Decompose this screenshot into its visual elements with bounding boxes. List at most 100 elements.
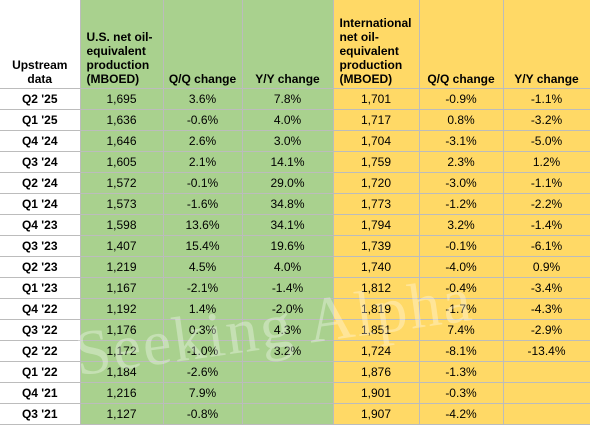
us-yy-change-cell: 14.1%	[242, 151, 334, 173]
us-qq-change-cell: 1.4%	[163, 298, 243, 320]
intl-production-cell: 1,739	[333, 235, 420, 257]
header-intl-production: International net oil-equivalent product…	[333, 0, 420, 89]
us-yy-change-cell: -1.4%	[242, 277, 334, 299]
us-production-cell: 1,598	[80, 214, 164, 236]
header-intl-yy-change: Y/Y change	[503, 0, 590, 89]
quarter-cell: Q2 '23	[0, 256, 81, 278]
us-yy-change-cell: 7.8%	[242, 88, 334, 110]
intl-qq-change-cell: 7.4%	[419, 319, 504, 341]
us-production-cell: 1,192	[80, 298, 164, 320]
intl-production-cell: 1,794	[333, 214, 420, 236]
us-production-cell: 1,605	[80, 151, 164, 173]
intl-production-cell: 1,759	[333, 151, 420, 173]
us-qq-change-cell: -0.8%	[163, 403, 243, 425]
us-production-cell: 1,172	[80, 340, 164, 362]
us-qq-change-cell: 0.3%	[163, 319, 243, 341]
quarter-cell: Q2 '25	[0, 88, 81, 110]
table-row: Q3 '21 1,127 -0.8% 1,907 -4.2%	[0, 403, 590, 425]
intl-yy-change-cell: -3.4%	[503, 277, 590, 299]
table-row: Q2 '22 1,172 -1.0% 3.2% 1,724 -8.1% -13.4%	[0, 340, 590, 362]
table-row: Q2 '23 1,219 4.5% 4.0% 1,740 -4.0% 0.9%	[0, 256, 590, 278]
table-row: Q1 '22 1,184 -2.6% 1,876 -1.3%	[0, 361, 590, 383]
us-yy-change-cell	[242, 382, 334, 404]
us-yy-change-cell: 34.1%	[242, 214, 334, 236]
intl-yy-change-cell	[503, 382, 590, 404]
intl-qq-change-cell: -1.7%	[419, 298, 504, 320]
header-intl-qq-change: Q/Q change	[419, 0, 504, 89]
us-qq-change-cell: -0.6%	[163, 109, 243, 131]
intl-production-cell: 1,717	[333, 109, 420, 131]
quarter-cell: Q2 '22	[0, 340, 81, 362]
quarter-cell: Q1 '24	[0, 193, 81, 215]
intl-qq-change-cell: -3.1%	[419, 130, 504, 152]
quarter-cell: Q4 '24	[0, 130, 81, 152]
intl-qq-change-cell: -1.2%	[419, 193, 504, 215]
intl-production-cell: 1,812	[333, 277, 420, 299]
us-qq-change-cell: 2.6%	[163, 130, 243, 152]
quarter-cell: Q1 '22	[0, 361, 81, 383]
us-production-cell: 1,176	[80, 319, 164, 341]
us-qq-change-cell: 15.4%	[163, 235, 243, 257]
intl-yy-change-cell	[503, 403, 590, 425]
us-production-cell: 1,572	[80, 172, 164, 194]
intl-production-cell: 1,901	[333, 382, 420, 404]
table-row: Q2 '24 1,572 -0.1% 29.0% 1,720 -3.0% -1.1%	[0, 172, 590, 194]
us-production-cell: 1,219	[80, 256, 164, 278]
intl-qq-change-cell: -0.1%	[419, 235, 504, 257]
intl-production-cell: 1,819	[333, 298, 420, 320]
intl-production-cell: 1,704	[333, 130, 420, 152]
intl-production-cell: 1,720	[333, 172, 420, 194]
us-yy-change-cell	[242, 361, 334, 383]
table-row: Q3 '22 1,176 0.3% 4.3% 1,851 7.4% -2.9%	[0, 319, 590, 341]
header-row: Upstream data U.S. net oil-equivalent pr…	[0, 0, 590, 89]
intl-qq-change-cell: -0.4%	[419, 277, 504, 299]
intl-production-cell: 1,773	[333, 193, 420, 215]
intl-qq-change-cell: -0.3%	[419, 382, 504, 404]
intl-qq-change-cell: -4.2%	[419, 403, 504, 425]
us-yy-change-cell: 29.0%	[242, 172, 334, 194]
intl-qq-change-cell: -3.0%	[419, 172, 504, 194]
intl-production-cell: 1,851	[333, 319, 420, 341]
table-row: Q4 '22 1,192 1.4% -2.0% 1,819 -1.7% -4.3%	[0, 298, 590, 320]
quarter-cell: Q2 '24	[0, 172, 81, 194]
us-yy-change-cell	[242, 403, 334, 425]
intl-qq-change-cell: -8.1%	[419, 340, 504, 362]
table-row: Q3 '23 1,407 15.4% 19.6% 1,739 -0.1% -6.1%	[0, 235, 590, 257]
quarter-cell: Q3 '21	[0, 403, 81, 425]
intl-yy-change-cell: -2.9%	[503, 319, 590, 341]
us-yy-change-cell: 3.0%	[242, 130, 334, 152]
table-row: Q1 '23 1,167 -2.1% -1.4% 1,812 -0.4% -3.4%	[0, 277, 590, 299]
intl-yy-change-cell: -4.3%	[503, 298, 590, 320]
us-yy-change-cell: 4.0%	[242, 256, 334, 278]
us-yy-change-cell: 34.8%	[242, 193, 334, 215]
quarter-cell: Q1 '25	[0, 109, 81, 131]
intl-yy-change-cell: 0.9%	[503, 256, 590, 278]
us-qq-change-cell: -1.6%	[163, 193, 243, 215]
us-production-cell: 1,573	[80, 193, 164, 215]
quarter-cell: Q3 '23	[0, 235, 81, 257]
table-row: Q3 '24 1,605 2.1% 14.1% 1,759 2.3% 1.2%	[0, 151, 590, 173]
us-yy-change-cell: 3.2%	[242, 340, 334, 362]
table-row: Q4 '23 1,598 13.6% 34.1% 1,794 3.2% -1.4%	[0, 214, 590, 236]
us-production-cell: 1,167	[80, 277, 164, 299]
header-us-yy-change: Y/Y change	[242, 0, 334, 89]
table-row: Q1 '24 1,573 -1.6% 34.8% 1,773 -1.2% -2.2%	[0, 193, 590, 215]
intl-yy-change-cell: -6.1%	[503, 235, 590, 257]
us-yy-change-cell: 4.0%	[242, 109, 334, 131]
header-us-production: U.S. net oil-equivalent production (MBOE…	[80, 0, 164, 89]
us-yy-change-cell: 4.3%	[242, 319, 334, 341]
us-qq-change-cell: 13.6%	[163, 214, 243, 236]
intl-production-cell: 1,907	[333, 403, 420, 425]
us-production-cell: 1,216	[80, 382, 164, 404]
intl-qq-change-cell: 3.2%	[419, 214, 504, 236]
us-production-cell: 1,127	[80, 403, 164, 425]
us-production-cell: 1,184	[80, 361, 164, 383]
intl-yy-change-cell: -2.2%	[503, 193, 590, 215]
intl-production-cell: 1,876	[333, 361, 420, 383]
intl-qq-change-cell: -4.0%	[419, 256, 504, 278]
header-us-qq-change: Q/Q change	[163, 0, 243, 89]
intl-production-cell: 1,701	[333, 88, 420, 110]
table-row: Q2 '25 1,695 3.6% 7.8% 1,701 -0.9% -1.1%	[0, 88, 590, 110]
us-qq-change-cell: -1.0%	[163, 340, 243, 362]
